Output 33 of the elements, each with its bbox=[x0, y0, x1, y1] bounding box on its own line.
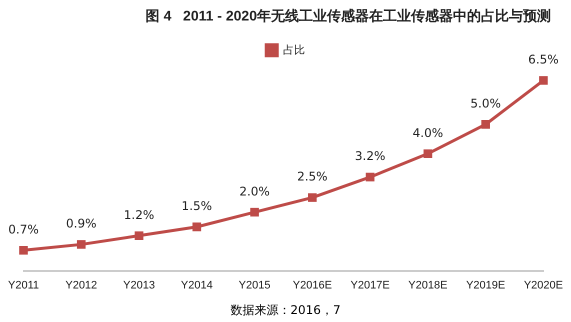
x-tick-label: Y2020E bbox=[524, 279, 564, 292]
x-tick-label: Y2018E bbox=[408, 279, 448, 292]
data-label: 5.0% bbox=[470, 96, 501, 110]
data-label: 1.2% bbox=[124, 208, 154, 222]
point bbox=[192, 222, 202, 232]
x-tick-label: Y2017E bbox=[350, 279, 390, 292]
data-label: 3.2% bbox=[354, 149, 386, 164]
point bbox=[134, 231, 144, 240]
x-tick-label: Y2011 bbox=[8, 279, 39, 292]
data-label: 2.0% bbox=[239, 184, 270, 198]
data-label: 1.5% bbox=[182, 198, 212, 213]
x-tick-label: Y2014 bbox=[180, 279, 213, 292]
source-note: 数据来源：2016，7 bbox=[229, 302, 342, 319]
data-label: 0.9% bbox=[66, 216, 97, 231]
point bbox=[424, 149, 432, 158]
x-tick-label: Y2019E bbox=[466, 279, 506, 292]
point bbox=[481, 120, 490, 129]
x-tick-label: Y2013 bbox=[123, 279, 155, 292]
point bbox=[19, 246, 28, 255]
point bbox=[366, 172, 374, 182]
x-tick-label: Y2015 bbox=[238, 279, 270, 292]
point bbox=[76, 240, 86, 249]
data-label: 0.7% bbox=[8, 222, 39, 236]
x-tick-label: Y2016E bbox=[292, 279, 332, 292]
point bbox=[250, 208, 259, 217]
x-tick-label: Y2012 bbox=[65, 279, 98, 292]
data-label: 4.0% bbox=[412, 126, 444, 140]
point bbox=[308, 193, 317, 202]
legend-label: 占比 bbox=[282, 43, 305, 56]
chart-title: 图 4 2011 - 2020年无线工业传感器在工业传感器中的占比与预测 bbox=[146, 7, 551, 24]
data-label: 6.5% bbox=[528, 52, 559, 67]
point bbox=[539, 76, 548, 85]
data-label: 2.5% bbox=[297, 170, 328, 184]
